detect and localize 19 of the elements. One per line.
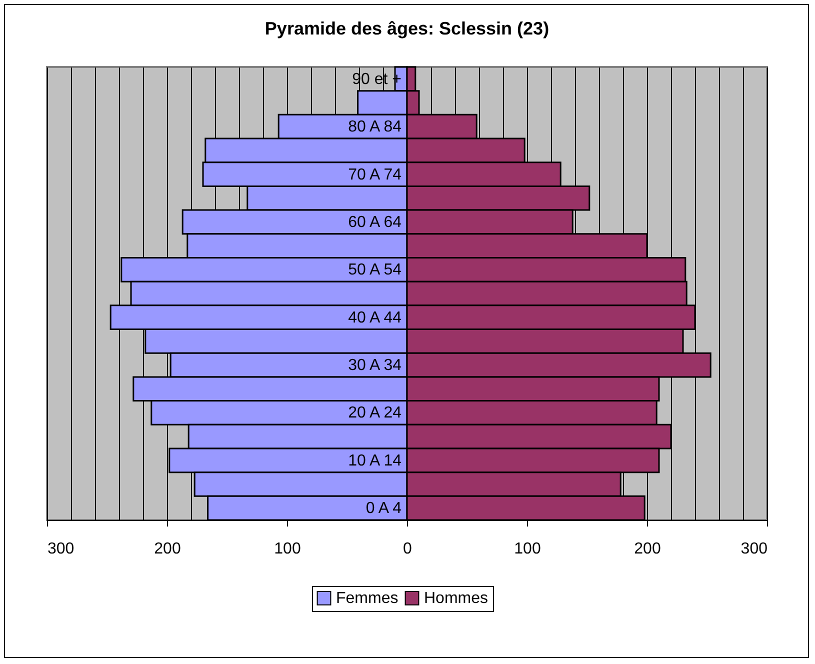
legend-label: Femmes xyxy=(336,590,398,608)
y-tick-label: 80 A 84 xyxy=(348,118,402,136)
y-tick-label: 30 A 34 xyxy=(348,357,402,374)
x-tick-label: 300 xyxy=(740,540,768,558)
x-tick-label: 0 xyxy=(403,540,412,558)
x-tick-label: 200 xyxy=(634,540,661,558)
legend-label: Hommes xyxy=(424,590,488,608)
x-tick-label: 300 xyxy=(48,540,74,558)
y-tick-label: 20 A 24 xyxy=(348,404,402,422)
x-tick-label: 100 xyxy=(274,540,301,558)
x-tick-label: 100 xyxy=(514,540,541,558)
y-tick-label: 70 A 74 xyxy=(348,166,402,184)
y-tick-label: 60 A 64 xyxy=(348,214,402,231)
y-tick-label: 0 A 4 xyxy=(366,500,402,518)
chart-title: Pyramide des âges: Sclessin (23) xyxy=(264,18,550,38)
y-tick-label: 40 A 44 xyxy=(348,309,402,326)
x-tick-label: 200 xyxy=(154,540,181,558)
y-tick-label: 10 A 14 xyxy=(348,452,402,470)
y-tick-label: 50 A 54 xyxy=(348,262,402,279)
